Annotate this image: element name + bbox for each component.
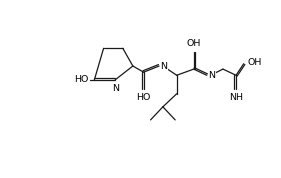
Text: N: N	[208, 71, 215, 80]
Text: OH: OH	[187, 39, 201, 48]
Text: HO: HO	[137, 93, 151, 102]
Text: OH: OH	[248, 58, 262, 67]
Text: N: N	[160, 62, 167, 70]
Text: N: N	[112, 84, 119, 93]
Text: NH: NH	[229, 93, 243, 102]
Text: HO: HO	[74, 75, 89, 84]
